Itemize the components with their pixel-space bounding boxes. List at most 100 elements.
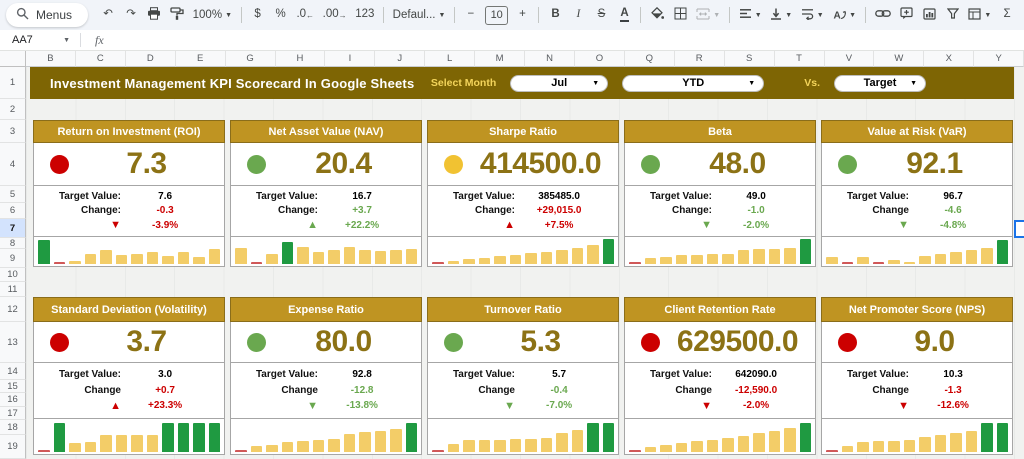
undo-button[interactable]: ↶ <box>97 3 119 27</box>
column-header-X[interactable]: X <box>924 51 975 67</box>
zoom-button[interactable]: 100% ▼ <box>189 3 236 27</box>
row-header-9[interactable]: 9 <box>0 249 26 268</box>
italic-button[interactable]: I <box>567 3 589 27</box>
column-header-C[interactable]: C <box>75 51 126 67</box>
zoom-label: 100% <box>192 9 223 21</box>
column-header-E[interactable]: E <box>175 51 226 67</box>
column-header-S[interactable]: S <box>724 51 775 67</box>
column-header-R[interactable]: R <box>674 51 725 67</box>
row-header-8[interactable]: 8 <box>0 238 26 249</box>
insert-chart-button[interactable] <box>919 3 941 27</box>
trend-row: ▼ -3.9% <box>34 219 224 231</box>
table-views-button[interactable]: ▼ <box>965 3 995 27</box>
row-header-17[interactable]: 17 <box>0 407 26 420</box>
more-formats-button[interactable]: 123 <box>351 3 378 27</box>
column-header-T[interactable]: T <box>774 51 825 67</box>
fill-color-button[interactable] <box>646 3 668 27</box>
spark-bar <box>826 257 838 264</box>
decrease-font-size-button[interactable]: − <box>460 3 482 27</box>
column-header-Y[interactable]: Y <box>974 51 1024 67</box>
row-header-6[interactable]: 6 <box>0 203 26 219</box>
spark-bar <box>706 440 718 452</box>
spark-bar <box>193 423 205 452</box>
kpi-card-title: Sharpe Ratio <box>489 125 557 138</box>
print-button[interactable] <box>143 3 165 27</box>
font-size-button[interactable]: 10 <box>484 5 509 25</box>
spark-bar <box>722 437 734 452</box>
spark-bar <box>525 253 537 264</box>
vertical-align-button[interactable]: ▼ <box>766 3 796 27</box>
spark-bar <box>571 247 583 264</box>
toolbar-divider <box>538 7 540 23</box>
kpi-card-title: Turnover Ratio <box>484 303 562 316</box>
row-header-1[interactable]: 1 <box>0 67 26 99</box>
column-header-J[interactable]: J <box>375 51 426 67</box>
row-header-14[interactable]: 14 <box>0 363 26 380</box>
create-filter-button[interactable] <box>942 3 964 27</box>
decrease-decimal-places-button[interactable]: .0 ← <box>293 3 318 27</box>
text-wrapping-button[interactable]: ▼ <box>797 3 827 27</box>
increase-font-size-button[interactable]: + <box>511 3 533 27</box>
trend-percent: +23.3% <box>147 400 183 412</box>
status-dot-icon <box>50 332 69 352</box>
column-header-Q[interactable]: Q <box>624 51 675 67</box>
change-label: Change <box>478 384 515 396</box>
font-button[interactable]: Defaul... ▼ <box>389 3 449 27</box>
status-dot-icon <box>838 154 857 174</box>
text-color-button[interactable]: A <box>613 3 635 27</box>
row-header-5[interactable]: 5 <box>0 186 26 203</box>
column-header-I[interactable]: I <box>325 51 376 67</box>
borders-button[interactable] <box>669 3 691 27</box>
row-header-7[interactable]: 7 <box>0 219 26 238</box>
insert-link-button[interactable] <box>871 3 895 27</box>
spark-bar <box>768 249 780 264</box>
text-rotation-button[interactable]: A ▼ <box>828 3 859 27</box>
row-header-15[interactable]: 15 <box>0 380 26 393</box>
redo-button[interactable]: ↷ <box>120 3 142 27</box>
trend-percent: -3.9% <box>152 219 179 231</box>
format-as-percent-button[interactable]: % <box>270 3 292 27</box>
merge-cells-button[interactable]: ▼ <box>692 3 723 27</box>
row-header-19[interactable]: 19 <box>0 435 26 459</box>
period-select[interactable]: YTD ▼ <box>622 74 765 92</box>
column-header-V[interactable]: V <box>824 51 875 67</box>
row-header-18[interactable]: 18 <box>0 420 26 435</box>
column-header-N[interactable]: N <box>525 51 575 67</box>
change-row: Change: +29,015.0 <box>428 205 618 216</box>
column-header-G[interactable]: G <box>225 51 276 67</box>
column-header-H[interactable]: H <box>275 51 326 67</box>
row-header-11[interactable]: 11 <box>0 282 26 297</box>
column-header-D[interactable]: D <box>125 51 176 67</box>
menus-button[interactable]: Menus <box>6 3 89 27</box>
row-header-3[interactable]: 3 <box>0 120 26 143</box>
spark-bar <box>281 442 293 452</box>
row-header-13[interactable]: 13 <box>0 322 26 363</box>
column-header-B[interactable]: B <box>26 51 76 67</box>
column-header-M[interactable]: M <box>475 51 526 67</box>
select-all-corner[interactable] <box>0 51 26 67</box>
increase-decimal-places-button[interactable]: .00 → <box>319 3 351 27</box>
functions-button[interactable]: Σ <box>996 3 1018 27</box>
strikethrough-button[interactable]: S <box>590 3 612 27</box>
row-header-16[interactable]: 16 <box>0 393 26 407</box>
row-header-2[interactable]: 2 <box>0 99 26 120</box>
spark-bar <box>675 255 687 264</box>
column-header-O[interactable]: O <box>574 51 625 67</box>
spark-bar <box>374 430 386 452</box>
row-header-10[interactable]: 10 <box>0 268 26 282</box>
column-header-L[interactable]: L <box>425 51 476 67</box>
row-header-12[interactable]: 12 <box>0 297 26 322</box>
paint-format-button[interactable] <box>166 3 188 27</box>
spark-bar <box>826 449 838 452</box>
horizontal-align-button[interactable]: ▼ <box>735 3 765 27</box>
spark-bar <box>432 449 444 452</box>
month-select[interactable]: Jul ▼ <box>510 74 609 92</box>
format-as-currency-button[interactable]: $ <box>247 3 269 27</box>
column-header-W[interactable]: W <box>874 51 925 67</box>
insert-comment-button[interactable] <box>896 3 918 27</box>
compare-select[interactable]: Target ▼ <box>834 74 926 92</box>
row-header-4[interactable]: 4 <box>0 143 26 186</box>
bold-button[interactable]: B <box>544 3 566 27</box>
kpi-cards-row-1: Return on Investment (ROI) 7.3 Target Va… <box>33 120 1013 267</box>
name-box[interactable]: AA7 ▼ <box>0 34 70 46</box>
